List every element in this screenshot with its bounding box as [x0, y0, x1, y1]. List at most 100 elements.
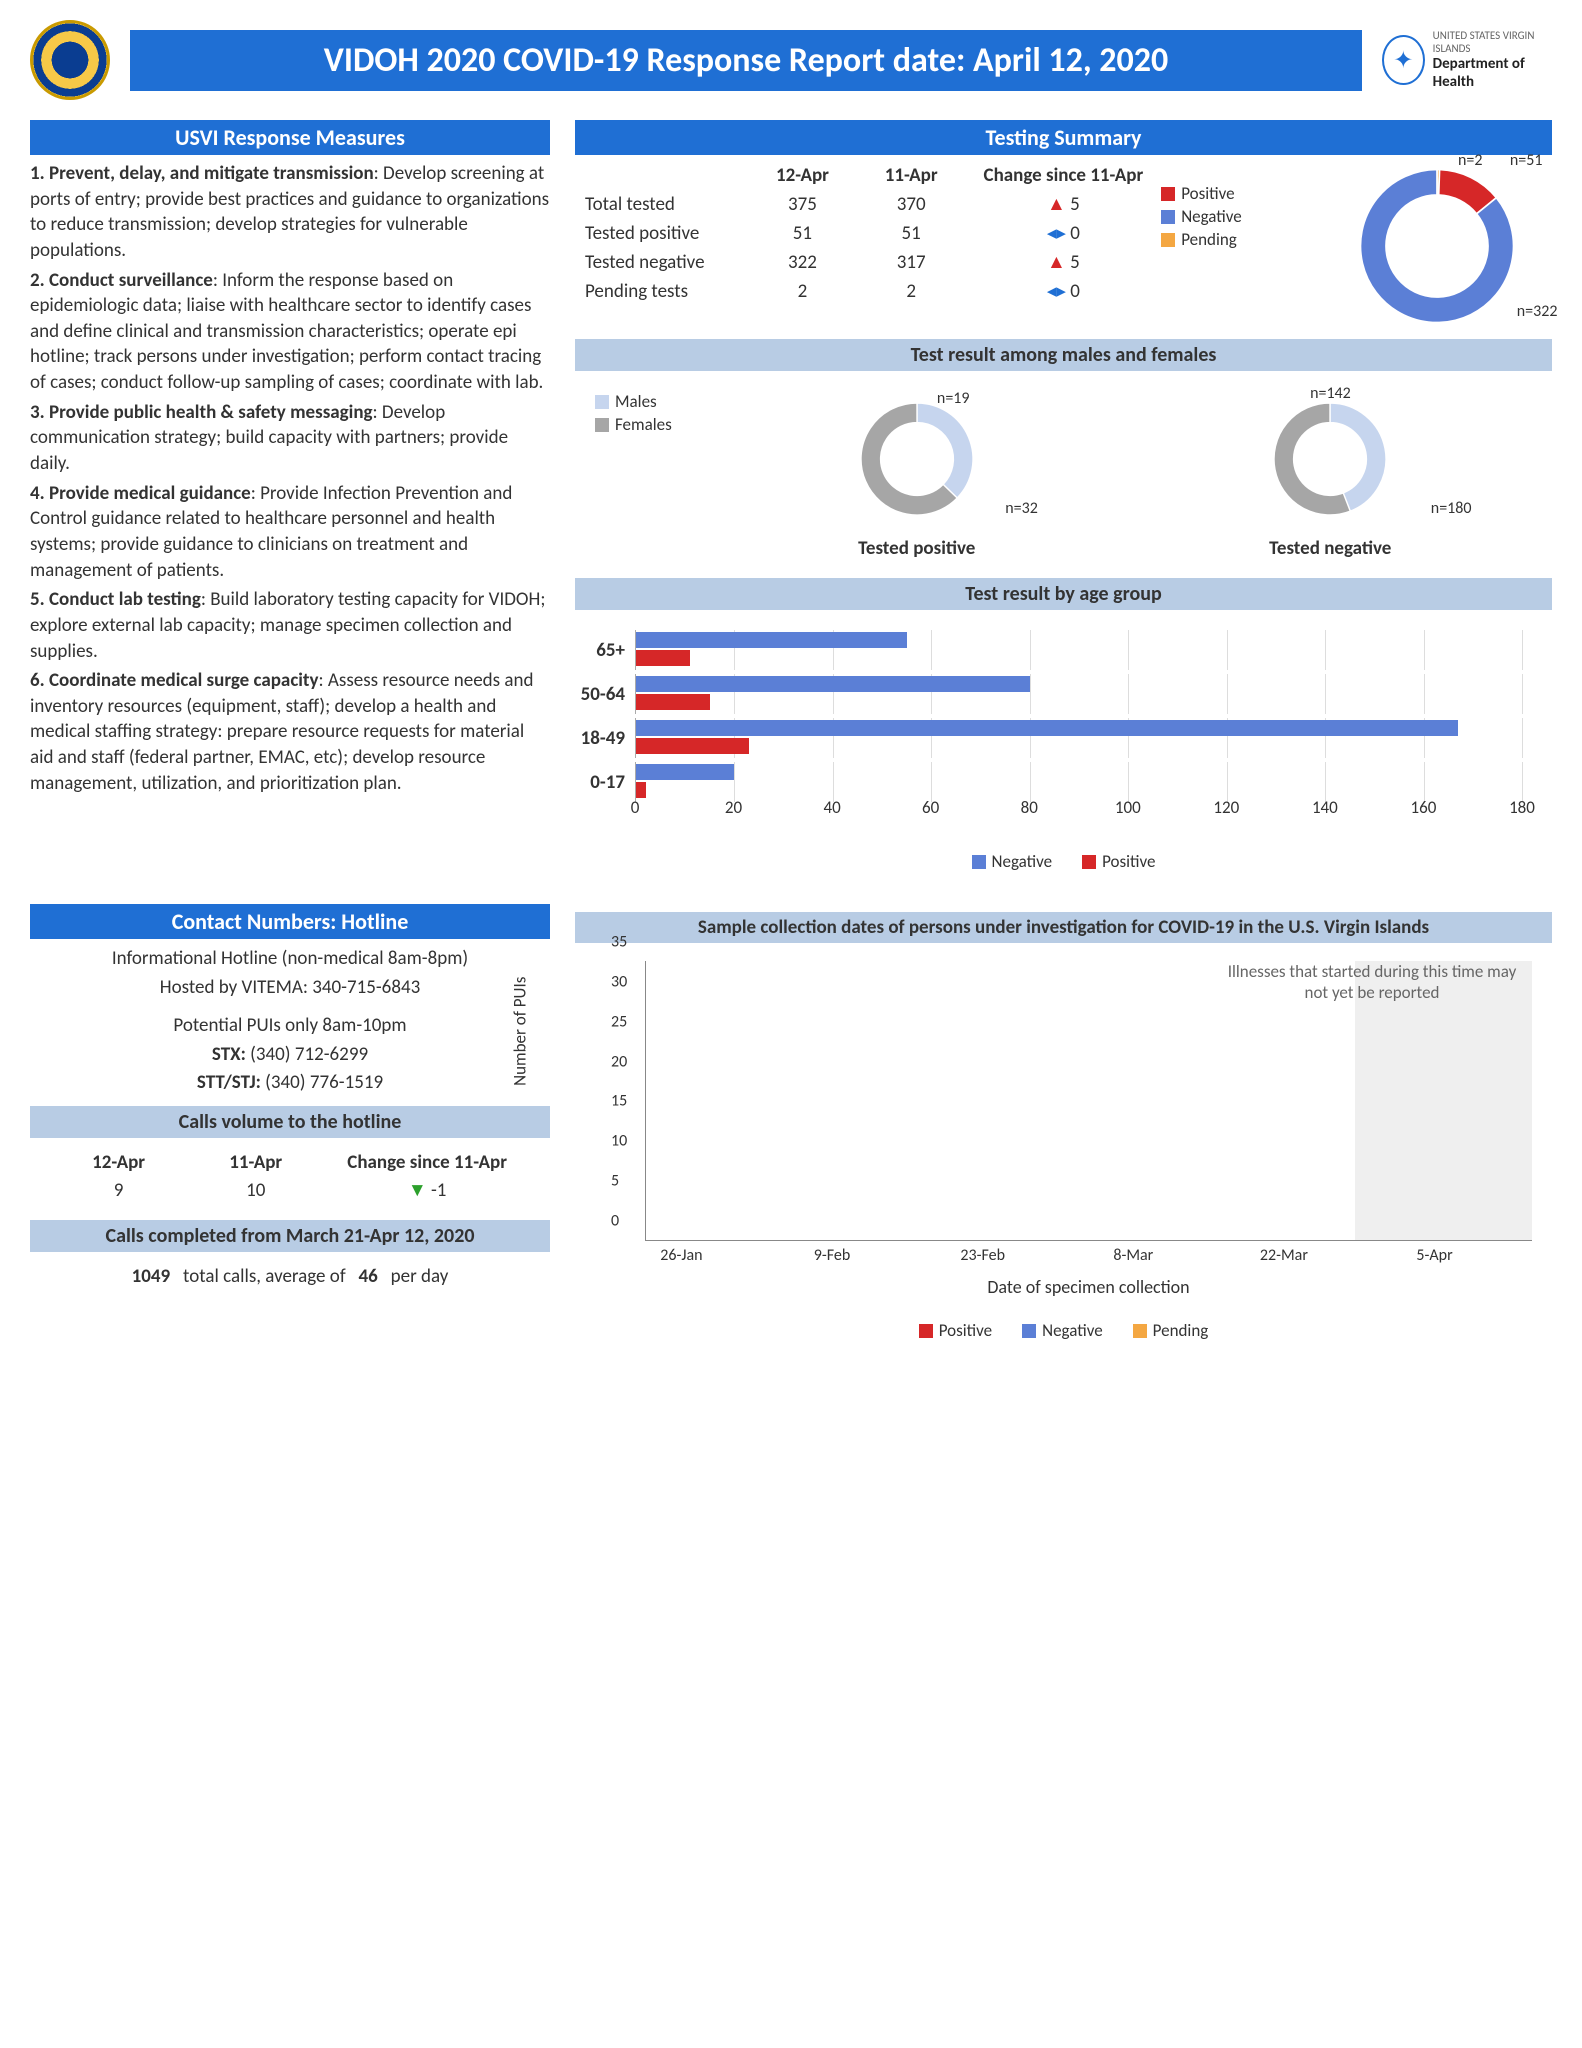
- swatch-female: [595, 418, 609, 432]
- leg-pos: Positive: [1181, 183, 1234, 204]
- measure-item: 4. Provide medical guidance: Provide Inf…: [30, 481, 550, 584]
- leg-age-pos: Positive: [1102, 851, 1155, 872]
- completed-mid: total calls, average of: [183, 1265, 346, 1288]
- leg-male: Males: [615, 391, 657, 412]
- leg-epi-pen: Pending: [1153, 1320, 1209, 1341]
- epi-ytick: 10: [611, 1132, 627, 1151]
- measures-header: USVI Response Measures: [30, 120, 550, 155]
- gender-header: Test result among males and females: [575, 339, 1552, 371]
- col-change: Change since 11-Apr: [966, 164, 1162, 187]
- stt-val: (340) 776-1519: [265, 1071, 383, 1094]
- swatch-epi-pos: [919, 1324, 933, 1338]
- swatch-age-pos: [1082, 855, 1096, 869]
- epi-header: Sample collection dates of persons under…: [575, 912, 1552, 943]
- completed-header: Calls completed from March 21-Apr 12, 20…: [30, 1220, 550, 1252]
- leg-pen: Pending: [1181, 229, 1237, 250]
- gn-caption: Tested negative: [1129, 537, 1533, 560]
- hotline-header: Contact Numbers: Hotline: [30, 904, 550, 939]
- doh-name: Department of Health: [1433, 55, 1552, 91]
- hotline-line2: Hosted by VITEMA: 340-715-6843: [30, 974, 550, 1003]
- age-row: 65+: [635, 628, 1522, 672]
- calls-header: Calls volume to the hotline: [30, 1106, 550, 1138]
- epi-chart: Illnesses that started during this time …: [575, 951, 1552, 1308]
- epi-note: Illnesses that started during this time …: [1222, 961, 1522, 1003]
- col-12apr: 12-Apr: [748, 164, 857, 187]
- measure-item: 1. Prevent, delay, and mitigate transmis…: [30, 161, 550, 264]
- epi-ytick: 0: [611, 1212, 619, 1231]
- leg-epi-pos: Positive: [939, 1320, 992, 1341]
- page-header: VIDOH 2020 COVID-19 Response Report date…: [30, 20, 1552, 100]
- hotline-line1: Informational Hotline (non-medical 8am-8…: [30, 945, 550, 974]
- testing-row: Tested positive5151◂▸ 0: [575, 219, 1161, 248]
- epi-ytick: 20: [611, 1052, 627, 1071]
- triangle-down-icon: ▼: [408, 1179, 427, 1202]
- epi-ylabel: Number of PUIs: [510, 976, 531, 1085]
- swatch-pending: [1161, 233, 1175, 247]
- testing-header: Testing Summary: [575, 120, 1552, 155]
- stx-label: STX:: [212, 1043, 246, 1066]
- calls-col1: 11-Apr: [187, 1151, 324, 1174]
- epi-ytick: 5: [611, 1172, 619, 1191]
- measures-body: 1. Prevent, delay, and mitigate transmis…: [30, 161, 550, 796]
- gender-charts: Males Females n=19 n=32 Tested positive …: [575, 379, 1552, 570]
- testing-row: Tested negative322317▲ 5: [575, 248, 1161, 277]
- measure-item: 6. Coordinate medical surge capacity: As…: [30, 668, 550, 796]
- completed-end: per day: [391, 1265, 449, 1288]
- swatch-age-neg: [972, 855, 986, 869]
- testing-row: Pending tests22◂▸ 0: [575, 277, 1161, 306]
- swatch-epi-pen: [1133, 1324, 1147, 1338]
- leg-epi-neg: Negative: [1042, 1320, 1103, 1341]
- completed-n: 1049: [132, 1265, 171, 1288]
- epi-ytick: 30: [611, 972, 627, 991]
- col-11apr: 11-Apr: [857, 164, 966, 187]
- swatch-epi-neg: [1022, 1324, 1036, 1338]
- doh-logo: ✦ UNITED STATES VIRGIN ISLANDS Departmen…: [1382, 29, 1552, 91]
- leg-neg: Negative: [1181, 206, 1242, 227]
- testing-table: 12-Apr 11-Apr Change since 11-Apr Total …: [575, 161, 1161, 331]
- stt-label: STT/STJ:: [197, 1071, 261, 1094]
- swatch-negative: [1161, 210, 1175, 224]
- calls-a: 9: [50, 1179, 187, 1202]
- epi-xtick: 22-Mar: [1260, 1246, 1308, 1265]
- donut-label-pen: n=2: [1458, 151, 1482, 170]
- calls-values: 9 10 ▼ -1: [30, 1179, 550, 1212]
- testing-donut-area: n=2 n=51 n=322 Positive Negative Pending: [1161, 161, 1532, 331]
- stx-val: (340) 712-6299: [250, 1043, 368, 1066]
- age-chart: 65+50-6418-490-1702040608010012014016018…: [575, 618, 1552, 839]
- swatch-positive: [1161, 187, 1175, 201]
- swatch-male: [595, 395, 609, 409]
- age-row: 18-49: [635, 716, 1522, 760]
- epi-xtick: 8-Mar: [1113, 1246, 1153, 1265]
- calls-b: 10: [187, 1179, 324, 1202]
- hotline-line3: Potential PUIs only 8am-10pm: [30, 1012, 550, 1041]
- donut-label-pos: n=51: [1510, 151, 1543, 170]
- measure-item: 2. Conduct surveillance: Inform the resp…: [30, 268, 550, 396]
- completed-avg: 46: [359, 1265, 378, 1288]
- doh-subtitle: UNITED STATES VIRGIN ISLANDS: [1433, 29, 1552, 55]
- epi-xlabel: Date of specimen collection: [645, 1276, 1532, 1298]
- measure-item: 5. Conduct lab testing: Build laboratory…: [30, 587, 550, 664]
- epi-xtick: 23-Feb: [960, 1246, 1005, 1265]
- calls-cols: 12-Apr 11-Apr Change since 11-Apr: [30, 1146, 550, 1179]
- doh-emblem-icon: ✦: [1382, 35, 1425, 85]
- completed-text: 1049 total calls, average of 46 per day: [30, 1260, 550, 1293]
- gp-m-label: n=19: [937, 389, 970, 408]
- leg-age-neg: Negative: [992, 851, 1053, 872]
- vidoh-seal-icon: [30, 20, 110, 100]
- measure-item: 3. Provide public health & safety messag…: [30, 400, 550, 477]
- hotline-info: Informational Hotline (non-medical 8am-8…: [30, 945, 550, 1098]
- donut-label-neg: n=322: [1517, 302, 1558, 321]
- epi-ytick: 15: [611, 1092, 627, 1111]
- epi-ytick: 35: [611, 933, 627, 952]
- epi-ytick: 25: [611, 1012, 627, 1031]
- gn-m-label: n=142: [1310, 384, 1351, 403]
- epi-xtick: 9-Feb: [814, 1246, 851, 1265]
- gp-f-label: n=32: [1005, 499, 1038, 518]
- epi-xtick: 26-Jan: [660, 1246, 702, 1265]
- calls-chg: -1: [431, 1179, 446, 1202]
- age-row: 50-64: [635, 672, 1522, 716]
- leg-female: Females: [615, 414, 672, 435]
- testing-row: Total tested375370▲ 5: [575, 190, 1161, 219]
- calls-col0: 12-Apr: [50, 1151, 187, 1174]
- calls-col2: Change since 11-Apr: [324, 1151, 530, 1174]
